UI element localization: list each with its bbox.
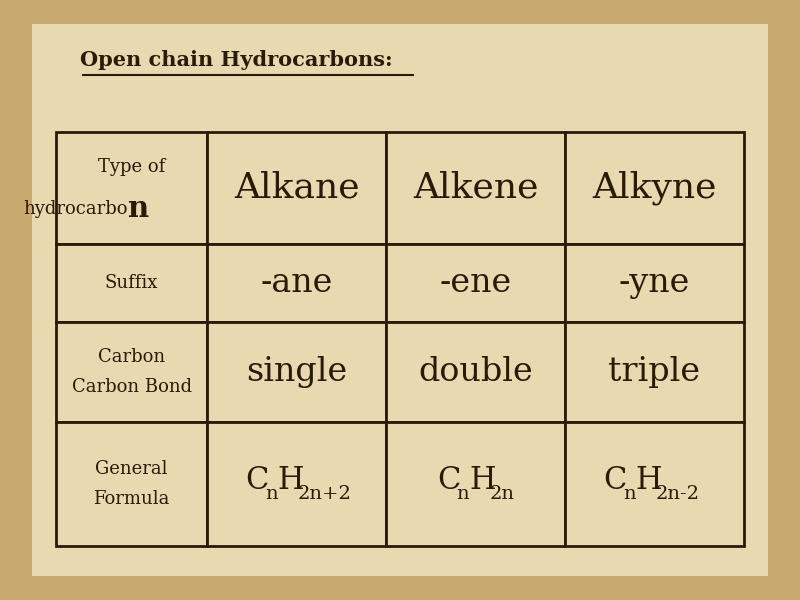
Text: Type of: Type of [98, 158, 166, 176]
Bar [386, 422, 565, 546]
Text: Suffix: Suffix [105, 274, 158, 292]
Text: H: H [470, 466, 496, 496]
Bar [565, 422, 744, 546]
Bar [56, 132, 207, 244]
Text: Carbon: Carbon [98, 348, 166, 366]
Bar [207, 422, 386, 546]
Bar [386, 322, 565, 422]
Text: Open chain Hydrocarbons:: Open chain Hydrocarbons: [80, 50, 393, 70]
Text: Carbon Bond: Carbon Bond [72, 378, 192, 396]
Text: single: single [246, 356, 347, 388]
Text: -yne: -yne [619, 267, 690, 299]
Text: H: H [636, 466, 662, 496]
Text: Formula: Formula [94, 490, 170, 508]
Text: n: n [128, 194, 149, 223]
Bar [386, 244, 565, 322]
Bar [565, 132, 744, 244]
Text: n: n [623, 485, 635, 503]
Text: triple: triple [609, 356, 701, 388]
Text: Alkyne: Alkyne [592, 170, 717, 205]
Text: General: General [95, 460, 168, 478]
Bar [56, 322, 207, 422]
Bar [565, 244, 744, 322]
Bar [565, 322, 744, 422]
Text: 2n+2: 2n+2 [298, 485, 351, 503]
Bar [56, 244, 207, 322]
Text: hydrocarbo: hydrocarbo [23, 200, 128, 218]
Bar [207, 132, 386, 244]
Bar [207, 322, 386, 422]
Text: -ane: -ane [261, 267, 333, 299]
Text: Alkene: Alkene [413, 171, 538, 205]
Text: 2n: 2n [490, 485, 514, 503]
Text: C: C [603, 466, 626, 496]
FancyBboxPatch shape [32, 24, 768, 576]
Text: -ene: -ene [439, 267, 512, 299]
Text: Alkane: Alkane [234, 171, 360, 205]
Bar [386, 132, 565, 244]
Text: C: C [246, 466, 269, 496]
Text: 2n-2: 2n-2 [655, 485, 699, 503]
Bar [56, 422, 207, 546]
Text: H: H [278, 466, 304, 496]
Text: C: C [437, 466, 460, 496]
Bar [207, 244, 386, 322]
Text: n: n [457, 485, 470, 503]
Text: double: double [418, 356, 533, 388]
Text: n: n [266, 485, 278, 503]
